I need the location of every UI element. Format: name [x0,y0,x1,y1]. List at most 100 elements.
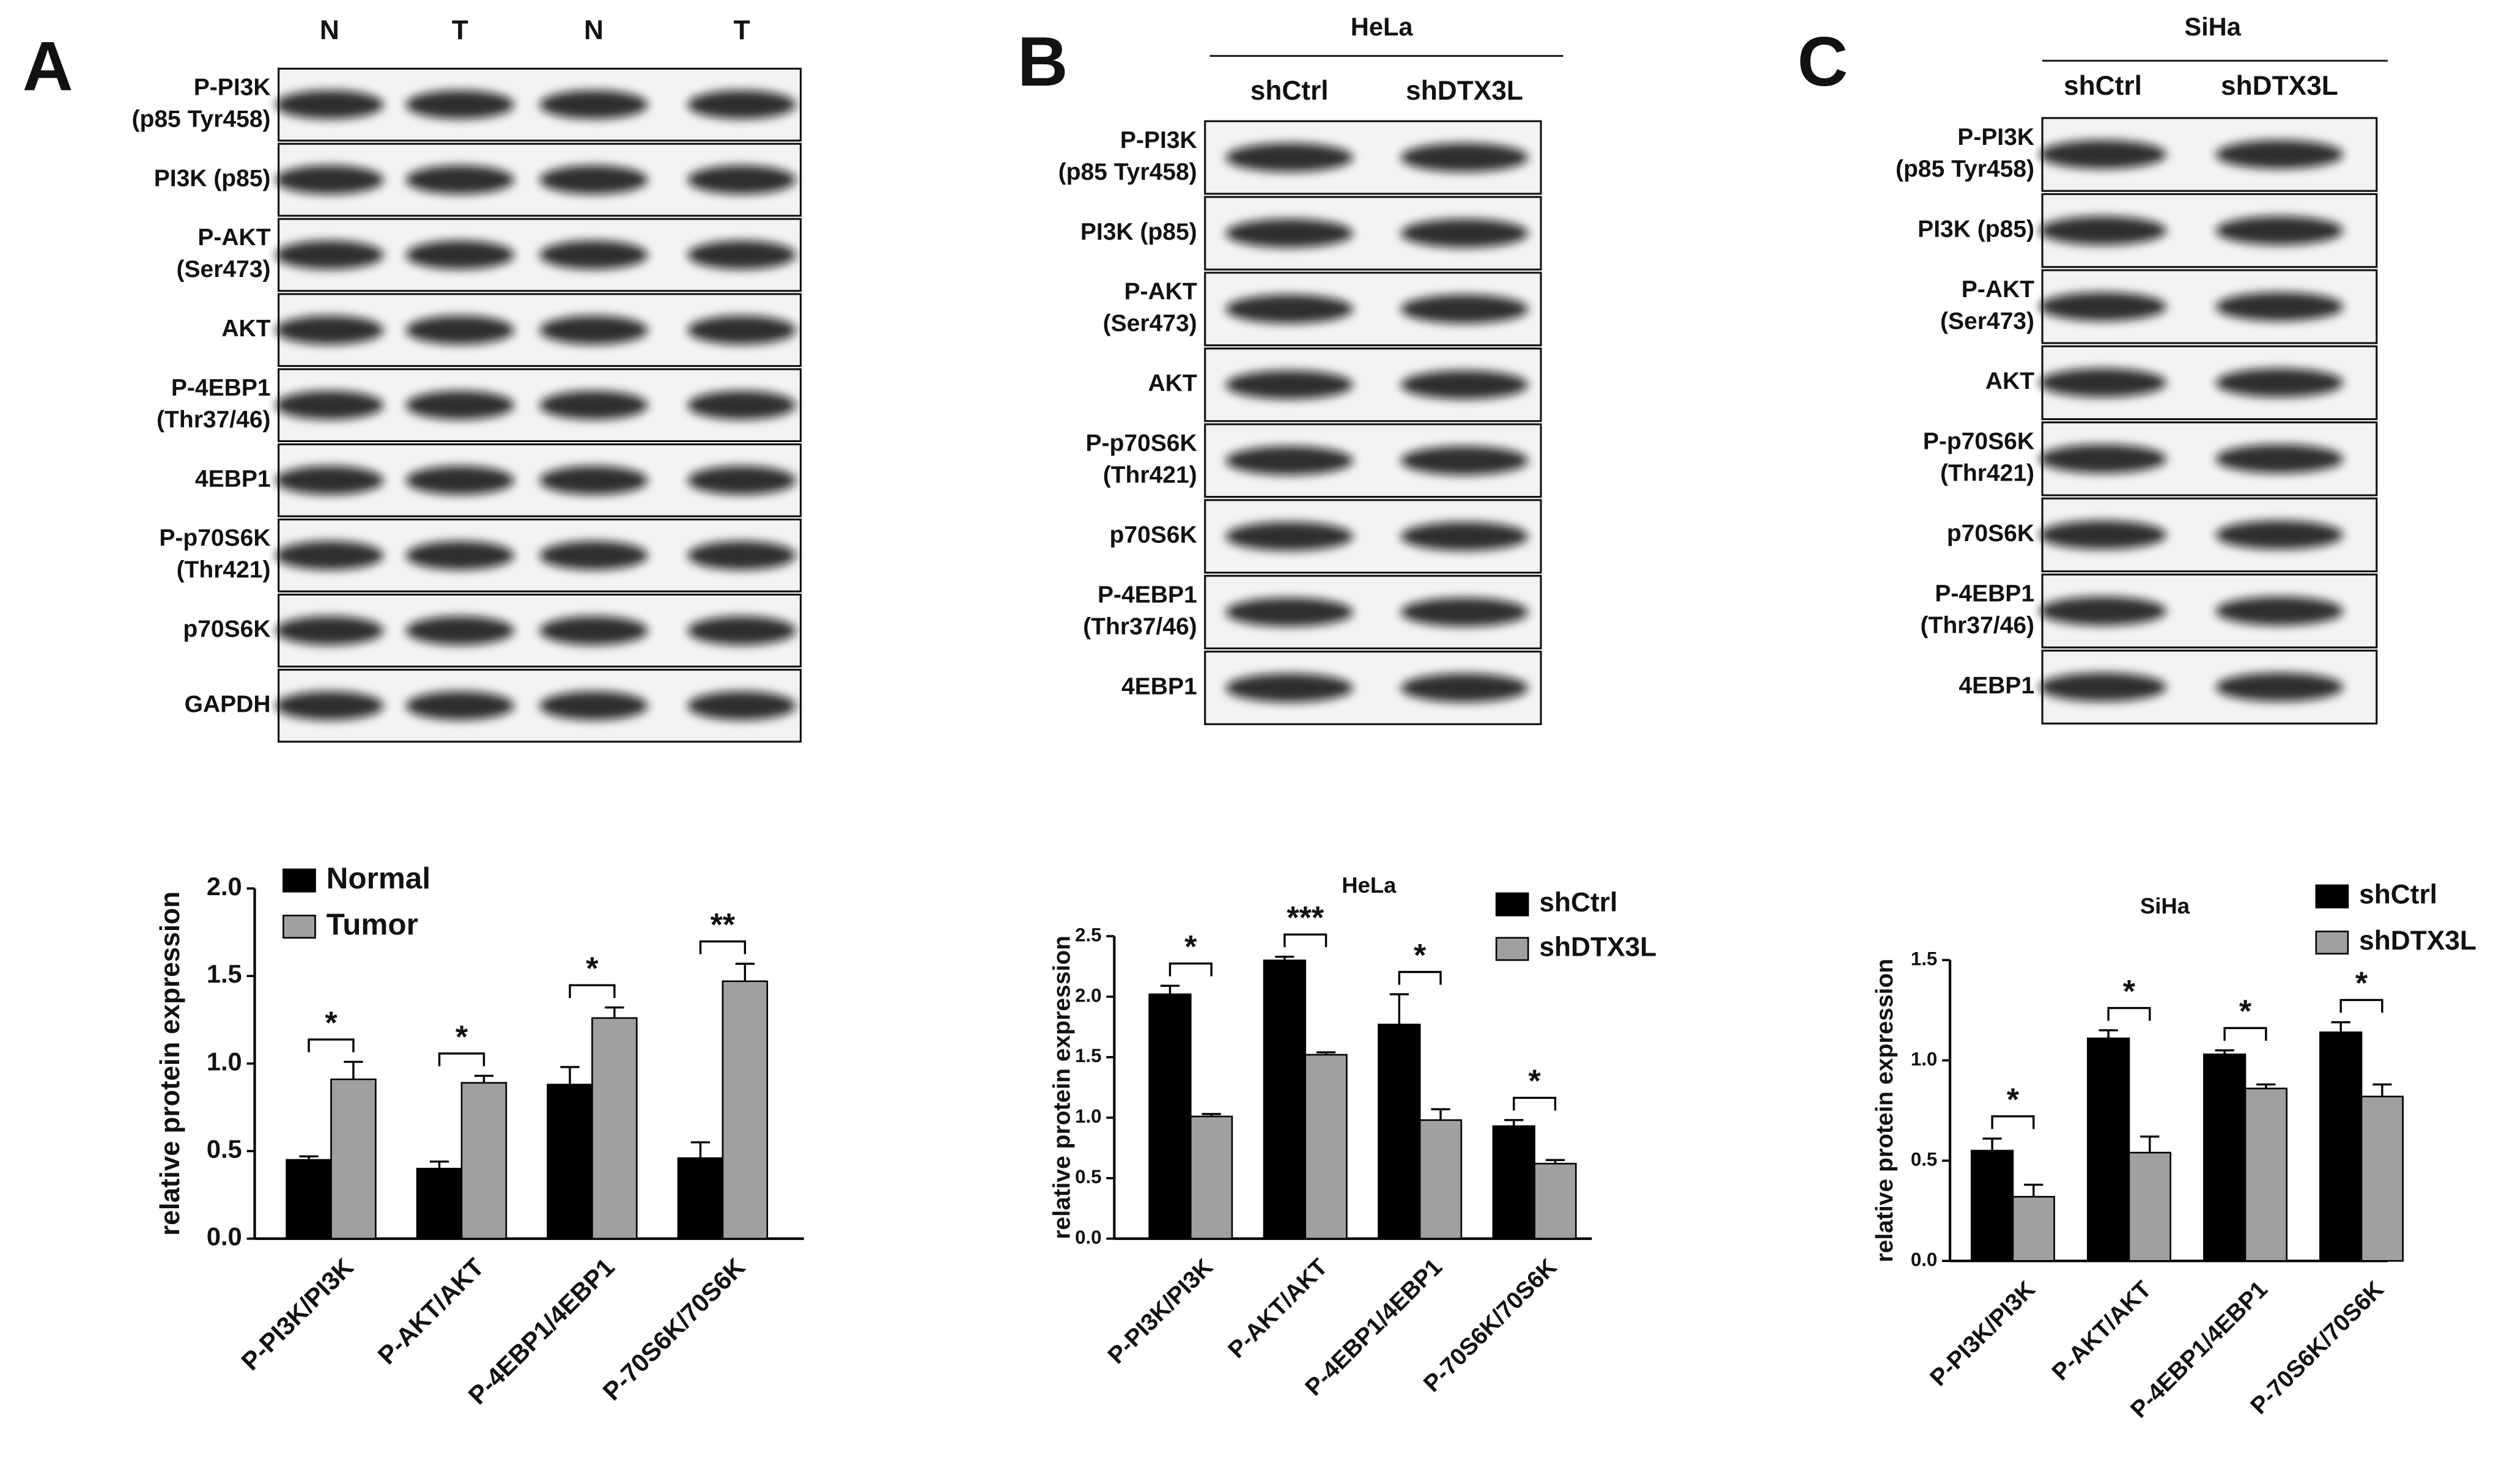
bar [1970,1150,2014,1262]
band [2215,673,2344,702]
row-label: p70S6K [1110,522,1197,548]
row-label: (Thr421) [177,557,271,583]
row-label: P-AKT [1962,276,2034,303]
band [2215,520,2344,550]
y-tick-label: 0.0 [1075,1227,1101,1248]
band [405,691,514,720]
significance-label: * [2239,994,2252,1030]
x-tick-label: P-PI3K/PI3K [1103,1254,1218,1369]
band [2039,216,2167,245]
band [405,90,514,119]
band [687,90,796,119]
bar [591,1017,638,1240]
lane-label: shDTX3L [1406,76,1523,106]
legend-label: shDTX3L [1539,932,1656,962]
band [1400,143,1529,172]
error-bar [2331,1021,2350,1033]
error-bar [344,1060,363,1080]
band [1400,673,1529,703]
band [2039,596,2167,626]
band [2039,444,2167,473]
row-label: 4EBP1 [195,466,271,492]
row-label: (Ser473) [1103,311,1197,337]
lane-label: shCtrl [1250,76,1329,106]
row-label: (Thr421) [1940,460,2034,487]
band [539,165,648,194]
y-tick-label: 2.0 [207,872,242,901]
row-label: (p85 Tyr458) [132,106,271,132]
lane-label: N [320,15,339,45]
row-label: (Thr37/46) [157,407,271,433]
y-tick-label: 1.0 [1911,1048,1937,1069]
panel-letter: A [23,28,73,106]
row-label: P-PI3K [1957,124,2034,150]
band [1225,673,1353,703]
legend-label: Normal [327,862,430,895]
band [405,541,514,570]
bar [1378,1024,1421,1240]
row-label: p70S6K [1947,520,2034,547]
lane-label: T [734,15,750,45]
y-tick-label: 0.5 [1911,1148,1937,1170]
band [275,90,384,119]
band [539,90,648,119]
significance-label: * [1528,1064,1541,1099]
legend-label: shCtrl [2359,880,2437,910]
band [539,691,648,720]
error-bar [2256,1083,2276,1089]
band [539,466,648,495]
band [1225,219,1353,248]
y-axis-label: relative protein expression [155,892,185,1236]
bar [1304,1054,1348,1240]
band [539,316,648,345]
error-bar [1160,984,1180,995]
significance-bracket [2223,1027,2267,1041]
y-tick-label: 0.5 [1075,1166,1101,1187]
significance-bracket [1283,933,1327,948]
significance-bracket [438,1052,486,1066]
band [275,165,384,194]
band [1225,294,1353,323]
significance-label: * [2355,966,2368,1002]
error-bar [605,1006,624,1018]
panel-letter: B [1017,23,1068,101]
row-label: P-4EBP1 [1098,581,1197,608]
error-bar [1431,1108,1450,1120]
band [405,391,514,420]
bar [2202,1054,2247,1262]
bar [460,1082,508,1240]
band [275,391,384,420]
x-tick-label: P-AKT/AKT [372,1252,489,1370]
band [275,616,384,645]
significance-bracket [308,1038,355,1052]
y-axis-label: relative protein expression [1872,959,1898,1263]
significance-bracket [699,940,747,954]
y-tick-label: 1.0 [1075,1106,1101,1127]
band [687,391,796,420]
blot-header: SiHa [2184,12,2241,41]
row-label: P-4EBP1 [171,375,271,401]
y-tick-label: 1.5 [1911,948,1937,969]
error-bar [690,1141,711,1159]
significance-label: * [586,951,599,987]
y-tick-label: 2.0 [1075,984,1101,1006]
band [2039,292,2167,321]
band [687,466,796,495]
significance-bracket [1169,962,1213,976]
band [539,616,648,645]
error-bar [1202,1113,1221,1117]
band [405,616,514,645]
row-label: (p85 Tyr458) [1058,159,1197,185]
bar [677,1157,724,1240]
band [2215,216,2344,245]
row-label: p70S6K [183,616,270,643]
row-label: PI3K (p85) [1918,216,2034,242]
error-bar [1389,993,1409,1025]
legend-swatch [2315,884,2349,909]
significance-bracket [1398,970,1442,985]
band [539,240,648,270]
row-label: AKT [1148,371,1197,397]
legend-label: shCtrl [1539,888,1617,918]
